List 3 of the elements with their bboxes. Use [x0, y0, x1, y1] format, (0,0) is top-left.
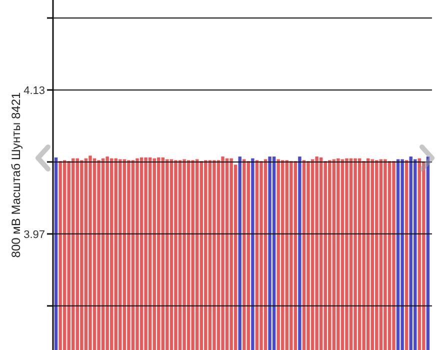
y-axis-title: 800 мВ Масштаб Шунты 8421: [9, 92, 23, 258]
y-tick-label: 3.97: [24, 228, 45, 241]
y-tick-label: 4.13: [24, 84, 45, 97]
